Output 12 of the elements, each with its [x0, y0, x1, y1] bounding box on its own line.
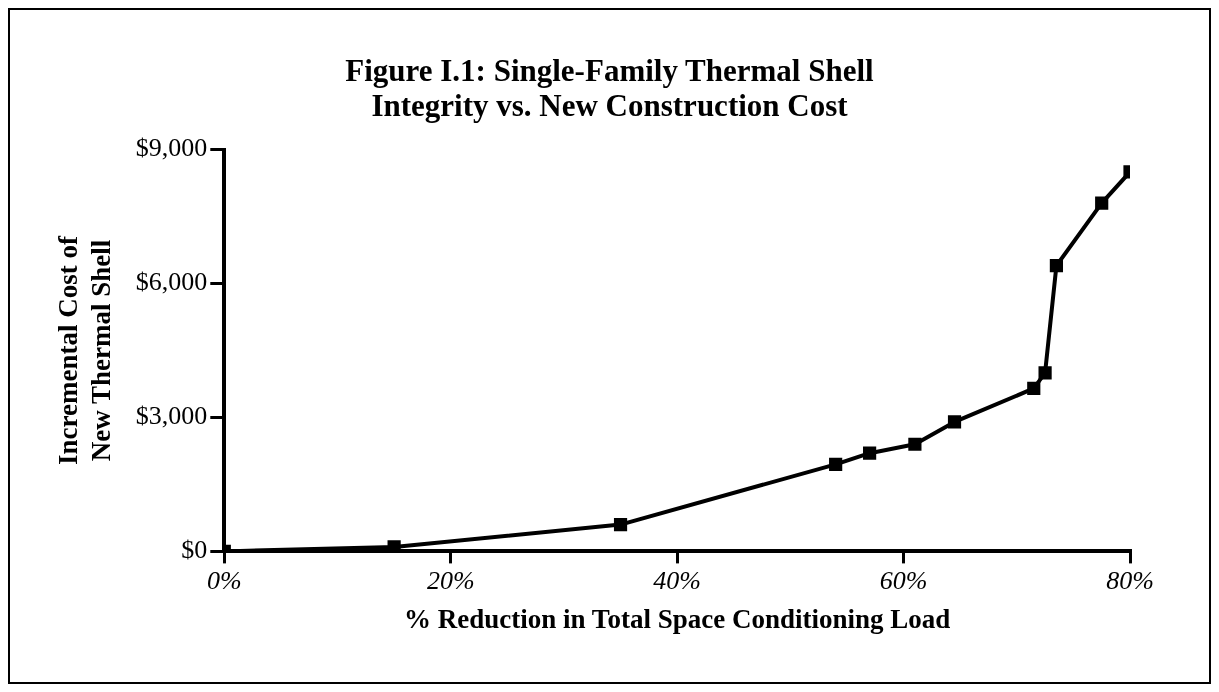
x-tick-label: 20% [426, 566, 475, 596]
x-tick-label: 0% [206, 566, 242, 596]
y-tick-label: $6,000 [135, 267, 208, 297]
x-tick-label: 40% [653, 566, 701, 596]
x-tick-label: 80% [1106, 566, 1154, 596]
x-axis-title: % Reduction in Total Space Conditioning Load [404, 604, 951, 635]
chart-title: Figure I.1: Single-Family Thermal Shell Integrity vs. New Construction Cost [344, 53, 875, 124]
y-axis-title: Incremental Cost of New Thermal Shell [53, 235, 116, 466]
x-tick-label: 60% [879, 566, 928, 596]
y-tick-label: $3,000 [135, 401, 208, 431]
y-tick-label: $0 [181, 535, 208, 565]
y-tick-label: $9,000 [135, 133, 208, 163]
